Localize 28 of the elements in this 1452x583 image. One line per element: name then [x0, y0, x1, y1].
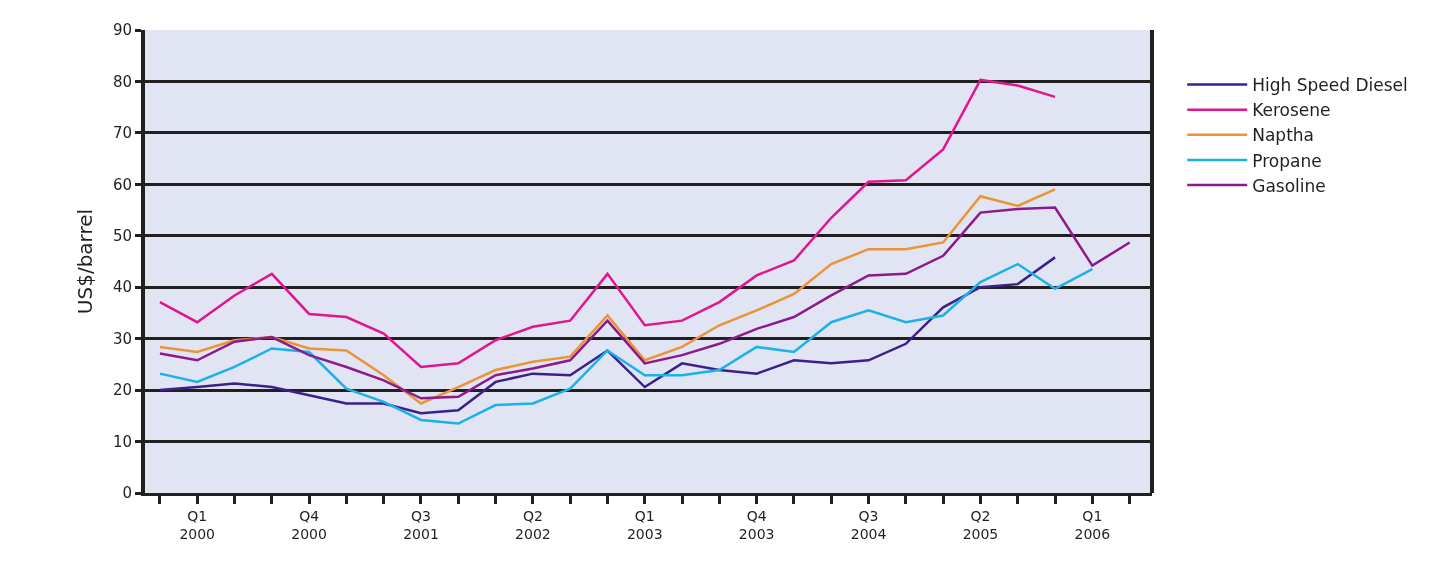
y-tick-label: 80 [112, 72, 132, 91]
x-tick-label: Q1 2006 [1074, 507, 1111, 542]
y-tick-label: 70 [112, 124, 132, 143]
legend-label: Gasoline [1252, 175, 1326, 196]
legend-label: Propane [1252, 150, 1322, 171]
x-tick-label: Q2 2002 [515, 507, 551, 542]
x-tick-label: Q3 2001 [403, 507, 439, 542]
y-tick-label: 0 [122, 484, 132, 503]
y-tick-label: 90 [112, 21, 132, 40]
line-series [158, 188, 1057, 405]
y-tick-label: 10 [112, 432, 132, 451]
y-tick-label: 30 [112, 329, 132, 348]
legend-label: High Speed Diesel [1252, 75, 1408, 96]
x-tick-label: Q2 2005 [962, 507, 999, 542]
y-tick-label: 50 [112, 227, 132, 246]
x-tick-label: Q4 2000 [291, 507, 327, 542]
x-tick-label: Q4 2003 [738, 507, 775, 542]
x-tick-label: Q3 2004 [850, 507, 887, 542]
legend-label: Naptha [1252, 125, 1315, 146]
y-tick-label: 40 [112, 278, 132, 297]
legend-label: Kerosene [1252, 100, 1331, 121]
y-tick-label: 60 [112, 175, 132, 194]
line-series [158, 78, 1057, 369]
line-series [158, 206, 1131, 400]
y-tick-label: 20 [112, 381, 132, 400]
y-axis-title: US$/barrel [73, 208, 97, 315]
x-tick-label: Q1 2003 [626, 507, 663, 542]
x-tick-label: Q1 2000 [179, 507, 216, 542]
